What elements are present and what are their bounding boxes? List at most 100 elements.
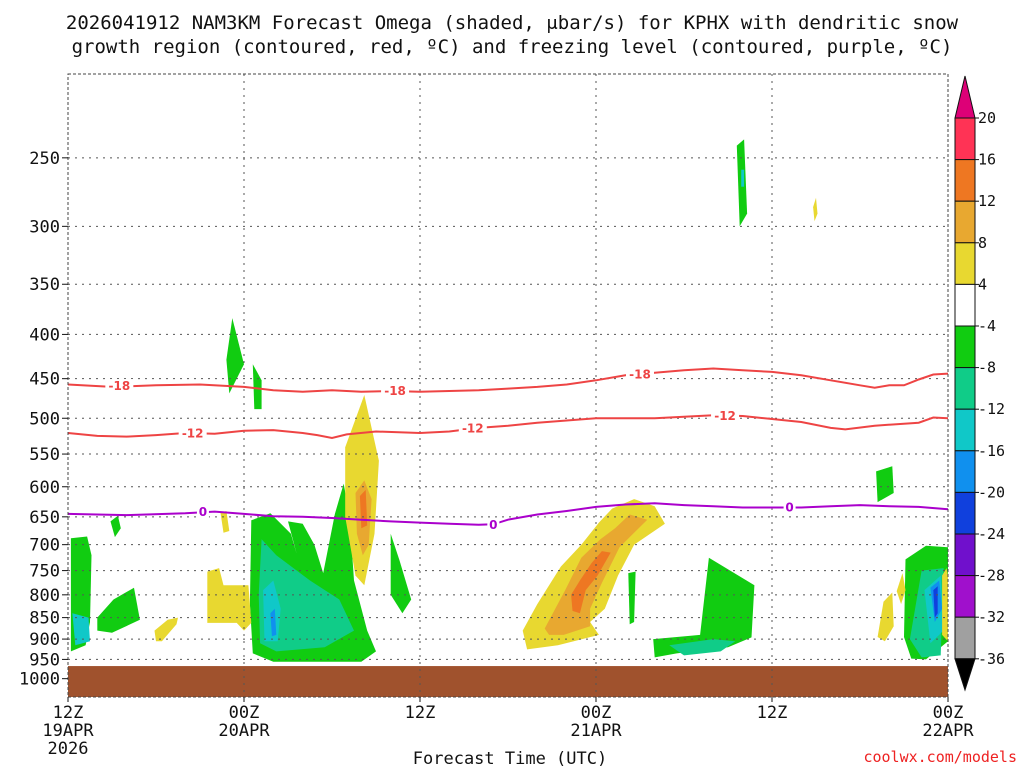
omega-region-31 bbox=[877, 592, 894, 642]
colorbar-segment-6 bbox=[954, 367, 976, 410]
y-tick-label-850: 850 bbox=[29, 609, 60, 629]
plot-frame bbox=[67, 73, 949, 698]
contour-label-minus12-2: -12 bbox=[714, 409, 736, 423]
y-tick-label-1000: 1000 bbox=[19, 670, 60, 690]
x-tick-mid-60: 22APR bbox=[922, 721, 974, 741]
contour-label-bg-minus12-0 bbox=[178, 426, 207, 441]
omega-region-15 bbox=[741, 169, 745, 187]
colorbar-label-10: -24 bbox=[978, 525, 1005, 543]
colorbar-label-9: -20 bbox=[978, 483, 1005, 501]
x-tick-top-0: 12Z bbox=[53, 703, 84, 723]
y-tick-label-900: 900 bbox=[29, 630, 60, 650]
omega-region-16 bbox=[876, 466, 894, 503]
omega-region-13 bbox=[669, 639, 736, 656]
y-tick-label-800: 800 bbox=[29, 586, 60, 606]
grid-lines bbox=[68, 74, 948, 697]
omega-region-8 bbox=[263, 580, 281, 642]
colorbar-label-7: -12 bbox=[978, 400, 1005, 418]
contour-label-bg-minus12-2 bbox=[711, 408, 740, 423]
omega-region-21 bbox=[933, 586, 938, 618]
contour-label-bg-minus18-2 bbox=[626, 367, 654, 382]
colorbar-segment-10 bbox=[954, 533, 976, 577]
x-tick-top-36: 00Z bbox=[581, 703, 612, 723]
contour-label-bg-minus18-0 bbox=[105, 379, 134, 394]
omega-region-27 bbox=[359, 489, 368, 529]
omega-region-23 bbox=[207, 568, 252, 631]
contour-label-minus18-2: -18 bbox=[629, 367, 651, 381]
x-tick-mid-0: 19APR bbox=[42, 721, 94, 741]
x-tick-bottom-0: 2026 bbox=[48, 739, 89, 759]
colorbar-segment-11 bbox=[954, 575, 976, 618]
y-tick-label-250: 250 bbox=[29, 149, 60, 169]
chart-title-line2: growth region (contoured, red, ºC) and f… bbox=[72, 36, 953, 58]
contour-label-minus18-0: -18 bbox=[108, 379, 130, 393]
colorbar-segment-4 bbox=[954, 283, 976, 327]
y-tick-label-300: 300 bbox=[29, 217, 60, 237]
colorbar-segment-7 bbox=[954, 408, 976, 452]
colorbar-label-3: 8 bbox=[978, 234, 987, 252]
y-tick-label-950: 950 bbox=[29, 650, 60, 670]
colorbar-label-8: -16 bbox=[978, 442, 1005, 460]
contour-label-bg-minus12-1 bbox=[458, 421, 487, 436]
x-axis-label: Forecast Time (UTC) bbox=[413, 749, 607, 768]
omega-region-7 bbox=[258, 539, 354, 652]
y-tick-label-350: 350 bbox=[29, 275, 60, 295]
x-tick-top-12: 00Z bbox=[229, 703, 260, 723]
y-tick-label-650: 650 bbox=[29, 508, 60, 528]
colorbar-segment-1 bbox=[954, 159, 976, 202]
contour-label-bg-freezing-2 bbox=[783, 500, 796, 515]
contour-label-freezing-1: 0 bbox=[489, 518, 497, 532]
omega-colorbar: 20 16 12 8 4 -4 -8 -12 -16 -20 -24 -28 -32 -36 bbox=[954, 75, 1005, 692]
colorbar-segment-12 bbox=[954, 616, 976, 660]
omega-region-4 bbox=[226, 318, 244, 394]
y-tick-label-400: 400 bbox=[29, 325, 60, 345]
pressure-axis: 2503003504004505005506006507007508008509… bbox=[19, 149, 68, 690]
omega-region-33 bbox=[813, 197, 818, 222]
contour-label-minus12-0: -12 bbox=[182, 427, 204, 441]
colorbar-label-5: -4 bbox=[978, 317, 996, 335]
contour-freezing bbox=[67, 502, 949, 526]
contour-label-freezing-0: 0 bbox=[199, 505, 207, 519]
y-tick-label-700: 700 bbox=[29, 536, 60, 556]
contour-minus12 bbox=[67, 414, 949, 440]
credit-text[interactable]: coolwx.com/models bbox=[863, 748, 1017, 766]
colorbar-bottom-arrow bbox=[954, 658, 976, 692]
contour-minus18 bbox=[67, 367, 949, 393]
x-tick-mid-36: 21APR bbox=[570, 721, 622, 741]
contour-label-minus18-1: -18 bbox=[384, 384, 406, 398]
colorbar-label-12: -32 bbox=[978, 608, 1005, 626]
omega-region-12 bbox=[653, 557, 755, 658]
y-tick-label-600: 600 bbox=[29, 478, 60, 498]
colorbar-label-4: 4 bbox=[978, 275, 987, 293]
colorbar-segment-9 bbox=[954, 491, 976, 535]
omega-region-30 bbox=[571, 551, 611, 614]
temperature-contours: -18 -18 -18 -12 -12 -12 0 0 0 bbox=[67, 367, 949, 532]
colorbar-label-11: -28 bbox=[978, 567, 1005, 585]
ground-surface bbox=[68, 666, 948, 697]
y-tick-label-500: 500 bbox=[29, 409, 60, 429]
x-tick-top-24: 12Z bbox=[405, 703, 436, 723]
colorbar-label-1: 16 bbox=[978, 151, 996, 169]
contour-label-minus12-1: -12 bbox=[462, 422, 484, 436]
colorbar-label-2: 12 bbox=[978, 192, 996, 210]
colorbar-label-6: -8 bbox=[978, 359, 996, 377]
colorbar-segment-5 bbox=[954, 325, 976, 369]
omega-region-1 bbox=[110, 515, 121, 538]
colorbar-segment-2 bbox=[954, 200, 976, 244]
colorbar-label-0: 20 bbox=[978, 109, 996, 127]
omega-region-2 bbox=[97, 587, 140, 633]
x-tick-top-60: 00Z bbox=[933, 703, 964, 723]
x-tick-mid-12: 20APR bbox=[218, 721, 270, 741]
contour-label-bg-freezing-0 bbox=[196, 505, 209, 520]
omega-region-32 bbox=[896, 573, 906, 605]
colorbar-segment-3 bbox=[954, 242, 976, 285]
colorbar-segment-8 bbox=[954, 450, 976, 493]
omega-region-22 bbox=[220, 511, 230, 533]
omega-shading-layer bbox=[70, 139, 948, 662]
y-tick-label-550: 550 bbox=[29, 445, 60, 465]
omega-region-3 bbox=[72, 613, 90, 646]
colorbar-segment-0 bbox=[954, 117, 976, 161]
contour-label-bg-minus18-1 bbox=[381, 383, 410, 398]
